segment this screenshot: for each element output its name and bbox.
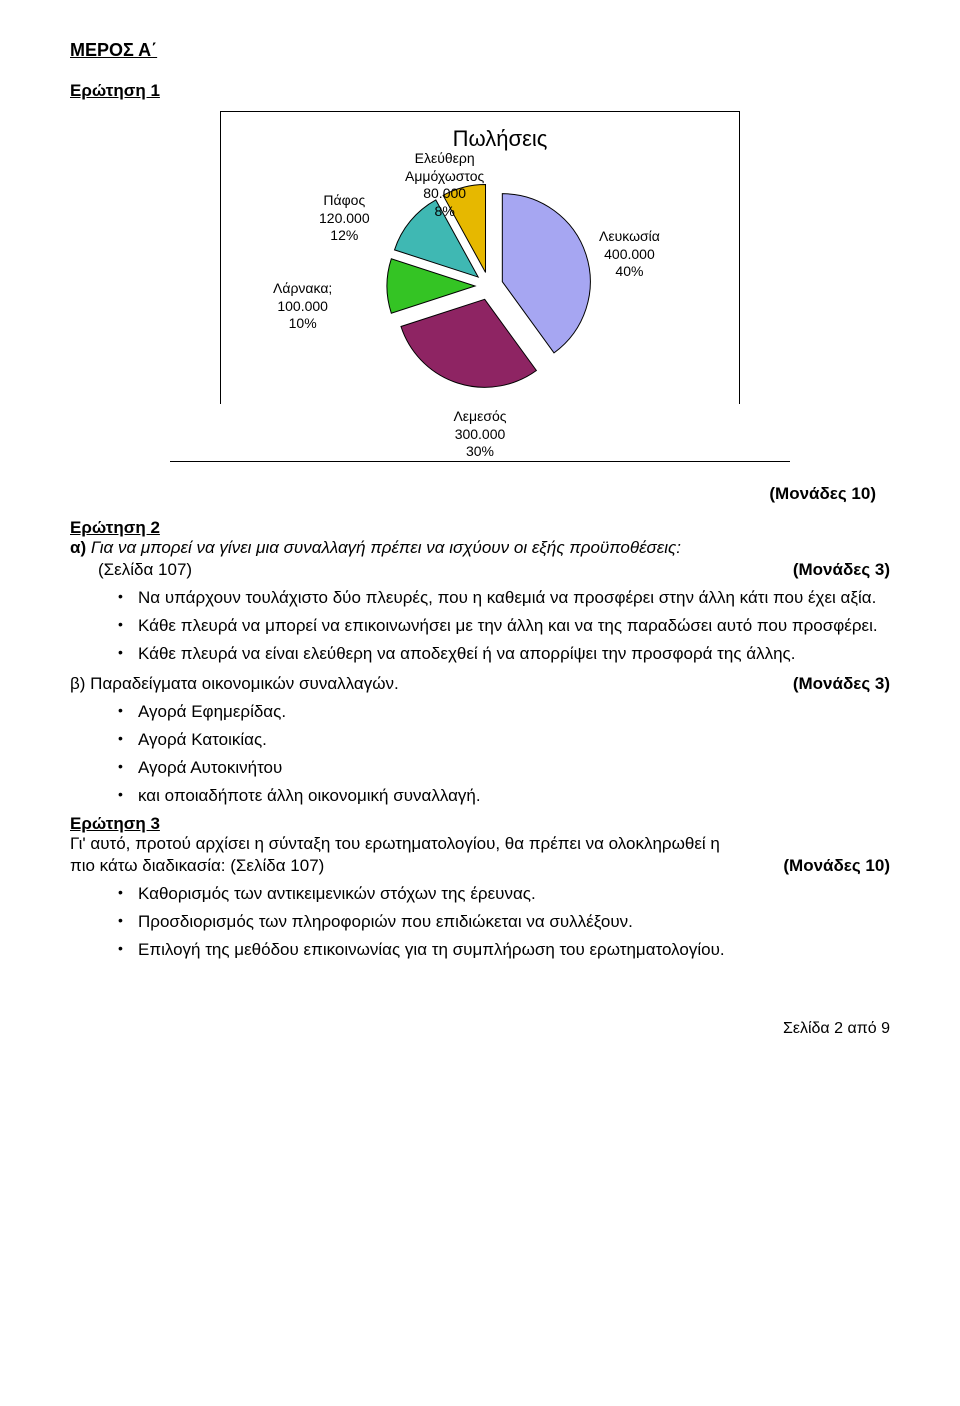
q3-intro-l1: Γι' αυτό, προτού αρχίσει η σύνταξη του ε… (70, 834, 890, 854)
q2a-ref: (Σελίδα 107) (98, 560, 192, 580)
q2a-prefix: α) (70, 538, 86, 557)
q2a-intro: α) Για να μπορεί να γίνει μια συναλλαγή … (70, 538, 890, 558)
list-item: Κάθε πλευρά να είναι ελεύθερη να αποδεχθ… (118, 644, 890, 664)
list-item: Κάθε πλευρά να μπορεί να επικοινωνήσει μ… (118, 616, 890, 636)
list-item: και οποιαδήποτε άλλη οικονομική συναλλαγ… (118, 786, 890, 806)
pie-label: ΕλεύθερηΑμμόχωστος80.0008% (405, 150, 484, 220)
q2b-label: β) Παραδείγματα οικονομικών συναλλαγών. (70, 674, 399, 694)
q2-label: Ερώτηση 2 (70, 518, 890, 538)
q1-points: (Μονάδες 10) (84, 484, 876, 504)
q2a-intro-text: Για να μπορεί να γίνει μια συναλλαγή πρέ… (91, 538, 681, 557)
list-item: Καθορισμός των αντικειμενικών στόχων της… (118, 884, 890, 904)
q3-label: Ερώτηση 3 (70, 814, 890, 834)
list-item: Αγορά Εφημερίδας. (118, 702, 890, 722)
list-item: Να υπάρχουν τουλάχιστο δύο πλευρές, που … (118, 588, 890, 608)
pie-label: Λάρνακα;100.00010% (273, 280, 332, 333)
page-footer: Σελίδα 2 από 9 (70, 1020, 890, 1038)
bottom-l2: 300.000 (455, 426, 506, 442)
chart-title: Πωλήσεις (269, 126, 731, 152)
list-item: Αγορά Αυτοκινήτου (118, 758, 890, 778)
pie-chart: Πωλήσεις Λευκωσία400.00040% Λάρνακα;100.0… (220, 111, 740, 404)
q2b-list: Αγορά Εφημερίδας. Αγορά Κατοικίας. Αγορά Α… (118, 702, 890, 806)
pie-wrap: Λευκωσία400.00040% Λάρνακα;100.00010% Πάφο… (229, 156, 731, 396)
q2b-points: (Μονάδες 3) (793, 674, 890, 694)
bottom-l1: Λεμεσός (453, 408, 506, 424)
chart-bottom-label: Λεμεσός 300.000 30% (170, 404, 790, 462)
pie-label: Πάφος120.00012% (319, 192, 370, 245)
list-item: Επιλογή της μεθόδου επικοινωνίας για τη … (118, 940, 890, 960)
q2a-list: Να υπάρχουν τουλάχιστο δύο πλευρές, που … (118, 588, 890, 664)
section-header: ΜΕΡΟΣ Α΄ (70, 40, 890, 61)
pie-slice (401, 299, 536, 387)
bottom-l3: 30% (466, 443, 494, 459)
q3-intro-l2: πιο κάτω διαδικασία: (Σελίδα 107) (70, 856, 324, 876)
q3-list: Καθορισμός των αντικειμενικών στόχων της… (118, 884, 890, 960)
pie-label: Λευκωσία400.00040% (599, 228, 660, 281)
q2a-points: (Μονάδες 3) (793, 560, 890, 580)
list-item: Προσδιορισμός των πληροφοριών που επιδιώ… (118, 912, 890, 932)
list-item: Αγορά Κατοικίας. (118, 730, 890, 750)
q1-label: Ερώτηση 1 (70, 81, 890, 101)
pie-slice (502, 194, 590, 353)
q3-points: (Μονάδες 10) (783, 856, 890, 876)
